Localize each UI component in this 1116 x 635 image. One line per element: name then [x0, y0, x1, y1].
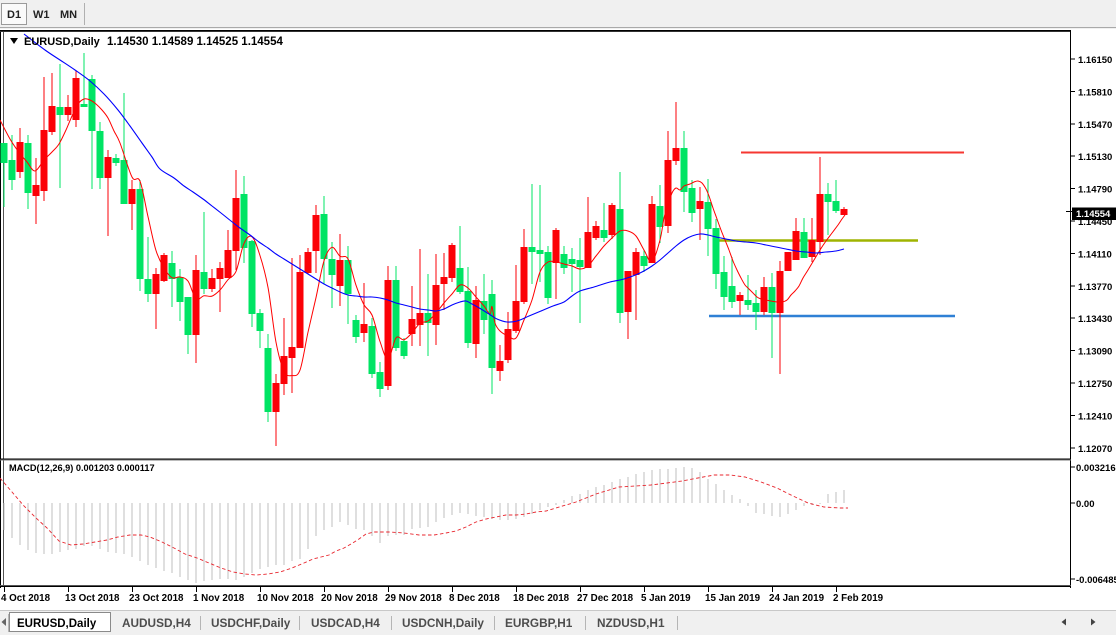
- svg-text:1.12750: 1.12750: [1078, 379, 1112, 390]
- svg-text:W1: W1: [33, 9, 50, 21]
- svg-text:27 Dec 2018: 27 Dec 2018: [577, 593, 634, 604]
- svg-text:MACD(12,26,9) 0.001203 0.00011: MACD(12,26,9) 0.001203 0.000117: [9, 463, 155, 473]
- svg-text:0.00: 0.00: [1076, 499, 1095, 510]
- svg-text:AUDUSD,H4: AUDUSD,H4: [122, 616, 191, 630]
- svg-text:1.16150: 1.16150: [1078, 55, 1112, 66]
- svg-text:2 Feb 2019: 2 Feb 2019: [833, 593, 884, 604]
- svg-text:USDCHF,Daily: USDCHF,Daily: [211, 616, 291, 630]
- svg-text:1.15470: 1.15470: [1078, 120, 1112, 131]
- svg-text:1.14110: 1.14110: [1078, 249, 1112, 260]
- svg-text:5 Jan 2019: 5 Jan 2019: [641, 593, 691, 604]
- svg-text:NZDUSD,H1: NZDUSD,H1: [597, 616, 665, 630]
- svg-text:EURUSD,Daily: EURUSD,Daily: [17, 618, 97, 630]
- svg-text:0.003216: 0.003216: [1076, 463, 1116, 474]
- svg-text:1.13430: 1.13430: [1078, 314, 1112, 325]
- svg-text:4 Oct 2018: 4 Oct 2018: [1, 593, 51, 604]
- svg-text:1.15130: 1.15130: [1078, 152, 1112, 163]
- svg-text:24 Jan 2019: 24 Jan 2019: [769, 593, 825, 604]
- svg-text:USDCAD,H4: USDCAD,H4: [311, 616, 380, 630]
- svg-text:10 Nov 2018: 10 Nov 2018: [257, 593, 314, 604]
- svg-text:-0.006485: -0.006485: [1076, 575, 1116, 586]
- svg-text:1.13090: 1.13090: [1078, 347, 1112, 358]
- svg-text:1.13770: 1.13770: [1078, 282, 1112, 293]
- svg-text:D1: D1: [7, 9, 21, 21]
- svg-text:15 Jan 2019: 15 Jan 2019: [705, 593, 761, 604]
- svg-text:1.15810: 1.15810: [1078, 87, 1112, 98]
- svg-text:1.12070: 1.12070: [1078, 444, 1112, 455]
- svg-text:1.14530 1.14589 1.14525 1.1455: 1.14530 1.14589 1.14525 1.14554: [107, 36, 283, 48]
- svg-text:8 Dec 2018: 8 Dec 2018: [449, 593, 500, 604]
- svg-text:20 Nov 2018: 20 Nov 2018: [321, 593, 378, 604]
- svg-text:USDCNH,Daily: USDCNH,Daily: [402, 616, 484, 630]
- svg-text:29 Nov 2018: 29 Nov 2018: [385, 593, 442, 604]
- svg-text:1.14790: 1.14790: [1078, 185, 1112, 196]
- svg-text:13 Oct 2018: 13 Oct 2018: [65, 593, 120, 604]
- svg-text:1.14554: 1.14554: [1076, 209, 1111, 220]
- svg-text:18 Dec 2018: 18 Dec 2018: [513, 593, 570, 604]
- svg-text:23 Oct 2018: 23 Oct 2018: [129, 593, 184, 604]
- svg-text:1.12410: 1.12410: [1078, 411, 1112, 422]
- svg-text:MN: MN: [60, 9, 77, 21]
- svg-text:1.14450: 1.14450: [1078, 217, 1112, 228]
- svg-text:EURGBP,H1: EURGBP,H1: [505, 616, 573, 630]
- svg-text:EURUSD,Daily: EURUSD,Daily: [24, 36, 101, 48]
- svg-text:1 Nov 2018: 1 Nov 2018: [193, 593, 245, 604]
